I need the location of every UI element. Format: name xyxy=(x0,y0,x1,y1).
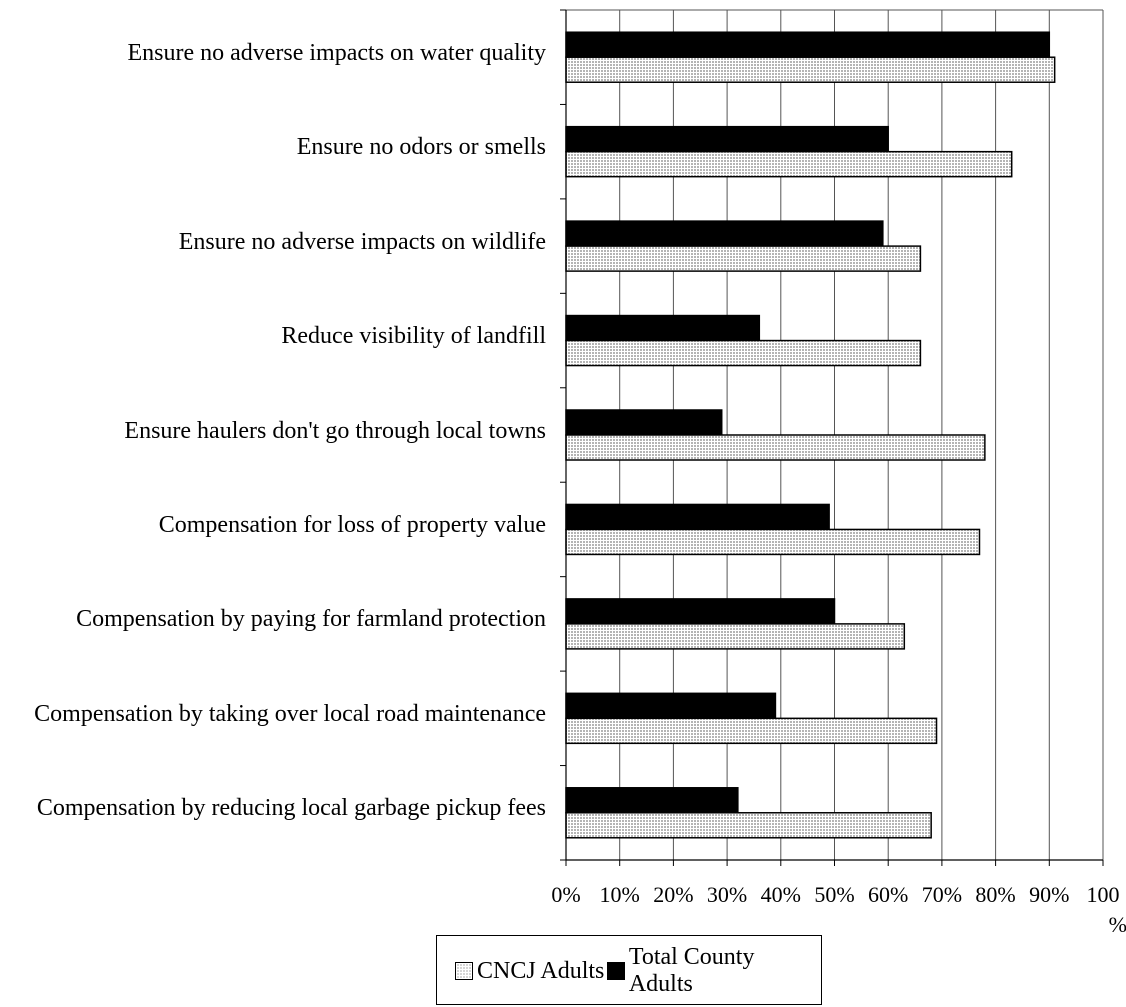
x-tick-label: 100% xyxy=(1086,882,1126,937)
legend-swatch-cncj xyxy=(455,962,473,980)
bar-total-county-7 xyxy=(565,692,777,720)
legend: CNCJ Adults Total County Adults xyxy=(436,935,822,1005)
bar-total-county-3 xyxy=(565,314,761,342)
category-label: Ensure no odors or smells xyxy=(296,134,546,161)
x-tick-label: 70% xyxy=(921,882,963,907)
axes xyxy=(560,9,1104,866)
bar-total-county-8 xyxy=(565,787,739,814)
bar-cncj-4 xyxy=(565,434,986,461)
bar-total-county-5 xyxy=(565,503,830,531)
category-label: Compensation by reducing local garbage p… xyxy=(36,795,546,822)
x-tick-label: 90% xyxy=(1029,882,1070,907)
category-label: Ensure no adverse impacts on wildlife xyxy=(178,228,546,255)
bar-cncj-0 xyxy=(565,56,1056,83)
bars xyxy=(565,31,1056,839)
x-tick-label: 40% xyxy=(760,882,801,907)
bar-cncj-1 xyxy=(565,150,1013,178)
x-tick-label: 60% xyxy=(868,882,909,907)
x-tick-label: 80% xyxy=(975,882,1016,907)
category-label: Compensation by paying for farmland prot… xyxy=(76,606,546,633)
category-label: Ensure haulers don't go through local to… xyxy=(124,417,546,444)
category-label: Reduce visibility of landfill xyxy=(281,323,546,350)
bar-cncj-3 xyxy=(565,339,922,367)
legend-item-total: Total County Adults xyxy=(607,936,821,1006)
legend-swatch-total xyxy=(607,962,625,980)
x-tick-label: 30% xyxy=(706,882,748,907)
legend-item-cncj: CNCJ Adults xyxy=(455,936,604,1006)
bar-total-county-0 xyxy=(565,31,1051,58)
bar-cncj-7 xyxy=(565,717,938,745)
legend-label-cncj: CNCJ Adults xyxy=(477,957,605,984)
x-tick-label: 0% xyxy=(551,882,581,907)
bar-cncj-8 xyxy=(565,812,932,839)
bar-total-county-1 xyxy=(565,125,889,153)
category-label: Compensation by taking over local road m… xyxy=(34,700,546,727)
category-label: Compensation for loss of property value xyxy=(158,511,546,538)
legend-label-total: Total County Adults xyxy=(628,944,755,997)
bar-total-county-6 xyxy=(565,598,836,625)
bar-cncj-5 xyxy=(565,528,981,556)
bar-total-county-2 xyxy=(565,220,884,247)
x-tick-label: 10% xyxy=(599,882,640,907)
x-tick-label: 20% xyxy=(653,882,694,907)
bar-cncj-6 xyxy=(565,623,906,650)
x-tick-label: 50% xyxy=(814,882,855,907)
bar-cncj-2 xyxy=(565,245,922,272)
category-label: Ensure no adverse impacts on water quali… xyxy=(127,39,546,66)
bar-total-county-4 xyxy=(565,409,723,436)
